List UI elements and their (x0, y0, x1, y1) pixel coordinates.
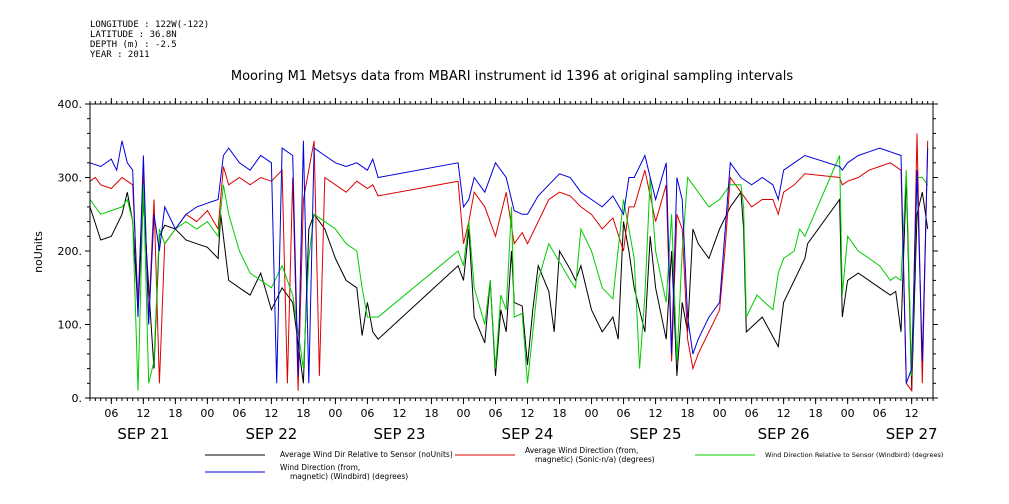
x-tick-label: 18 (296, 407, 310, 420)
x-tick-label: 18 (553, 407, 567, 420)
depth-text: DEPTH (m) : -2.5 (90, 40, 177, 50)
x-day-label: SEP 22 (245, 425, 297, 443)
x-tick-label: 06 (745, 407, 759, 420)
x-tick-label: 06 (232, 407, 246, 420)
x-tick-label: 12 (392, 407, 406, 420)
x-tick-label: 00 (841, 407, 855, 420)
x-day-label: SEP 27 (886, 425, 938, 443)
x-tick-label: 00 (713, 407, 727, 420)
x-day-label: SEP 26 (758, 425, 810, 443)
y-tick-label: 400. (58, 98, 83, 111)
x-tick-label: 00 (585, 407, 599, 420)
series-line-2-segment-1 (89, 133, 929, 393)
x-tick-label: 00 (200, 407, 214, 420)
legend-label: Average Wind Direction (from, magnetic) (… (525, 446, 655, 464)
y-tick-label: 200. (58, 245, 83, 258)
x-day-label: SEP 21 (117, 425, 169, 443)
x-tick-label: 06 (617, 407, 631, 420)
x-tick-label: 00 (456, 407, 470, 420)
x-tick-label: 06 (873, 407, 887, 420)
x-day-label: SEP 25 (630, 425, 682, 443)
x-tick-label: 12 (649, 407, 663, 420)
x-tick-label: 12 (264, 407, 278, 420)
chart-title: Mooring M1 Metsys data from MBARI instru… (231, 69, 793, 84)
x-tick-label: 12 (777, 407, 791, 420)
x-tick-label: 18 (424, 407, 438, 420)
series-line-3-segment-1 (89, 155, 929, 391)
legend-label: Wind Direction Relative to Sensor (Windb… (765, 451, 943, 459)
series-line-1-segment-1 (89, 177, 929, 391)
y-tick-label: 300. (58, 172, 83, 185)
longitude-text: LONGITUDE : 122W(-122) (90, 20, 210, 30)
x-day-label: SEP 23 (374, 425, 426, 443)
legend-label: Average Wind Dir Relative to Sensor (noU… (280, 450, 453, 459)
x-tick-label: 06 (488, 407, 502, 420)
series-line-4-segment-1 (89, 140, 929, 384)
x-tick-label: 18 (168, 407, 182, 420)
x-tick-label: 18 (681, 407, 695, 420)
x-tick-label: 00 (328, 407, 342, 420)
series-layer (89, 133, 929, 393)
axes-layer: 0. 100. 200. 300. 400. 06 12 18 00 06 12 18 00 06 12 18… (58, 98, 938, 443)
x-tick-label: 12 (136, 407, 150, 420)
x-tick-label: 12 (905, 407, 919, 420)
y-tick-label: 0. (72, 392, 83, 405)
latitude-text: LATITUDE : 36.8N (90, 30, 177, 40)
legend-label: Wind Direction (from, magnetic) (Windbird… (280, 463, 408, 481)
legend: Average Wind Dir Relative to Sensor (noU… (205, 446, 943, 481)
x-tick-label: 12 (521, 407, 535, 420)
x-tick-label: 18 (809, 407, 823, 420)
y-tick-label: 100. (58, 319, 83, 332)
x-tick-label: 06 (360, 407, 374, 420)
y-axis-label: noUnits (32, 231, 45, 273)
x-day-label: SEP 24 (502, 425, 554, 443)
year-text: YEAR : 2011 (90, 50, 150, 60)
x-tick-label: 06 (104, 407, 118, 420)
metadata-block: LONGITUDE : 122W(-122) LATITUDE : 36.8N … (90, 20, 209, 60)
